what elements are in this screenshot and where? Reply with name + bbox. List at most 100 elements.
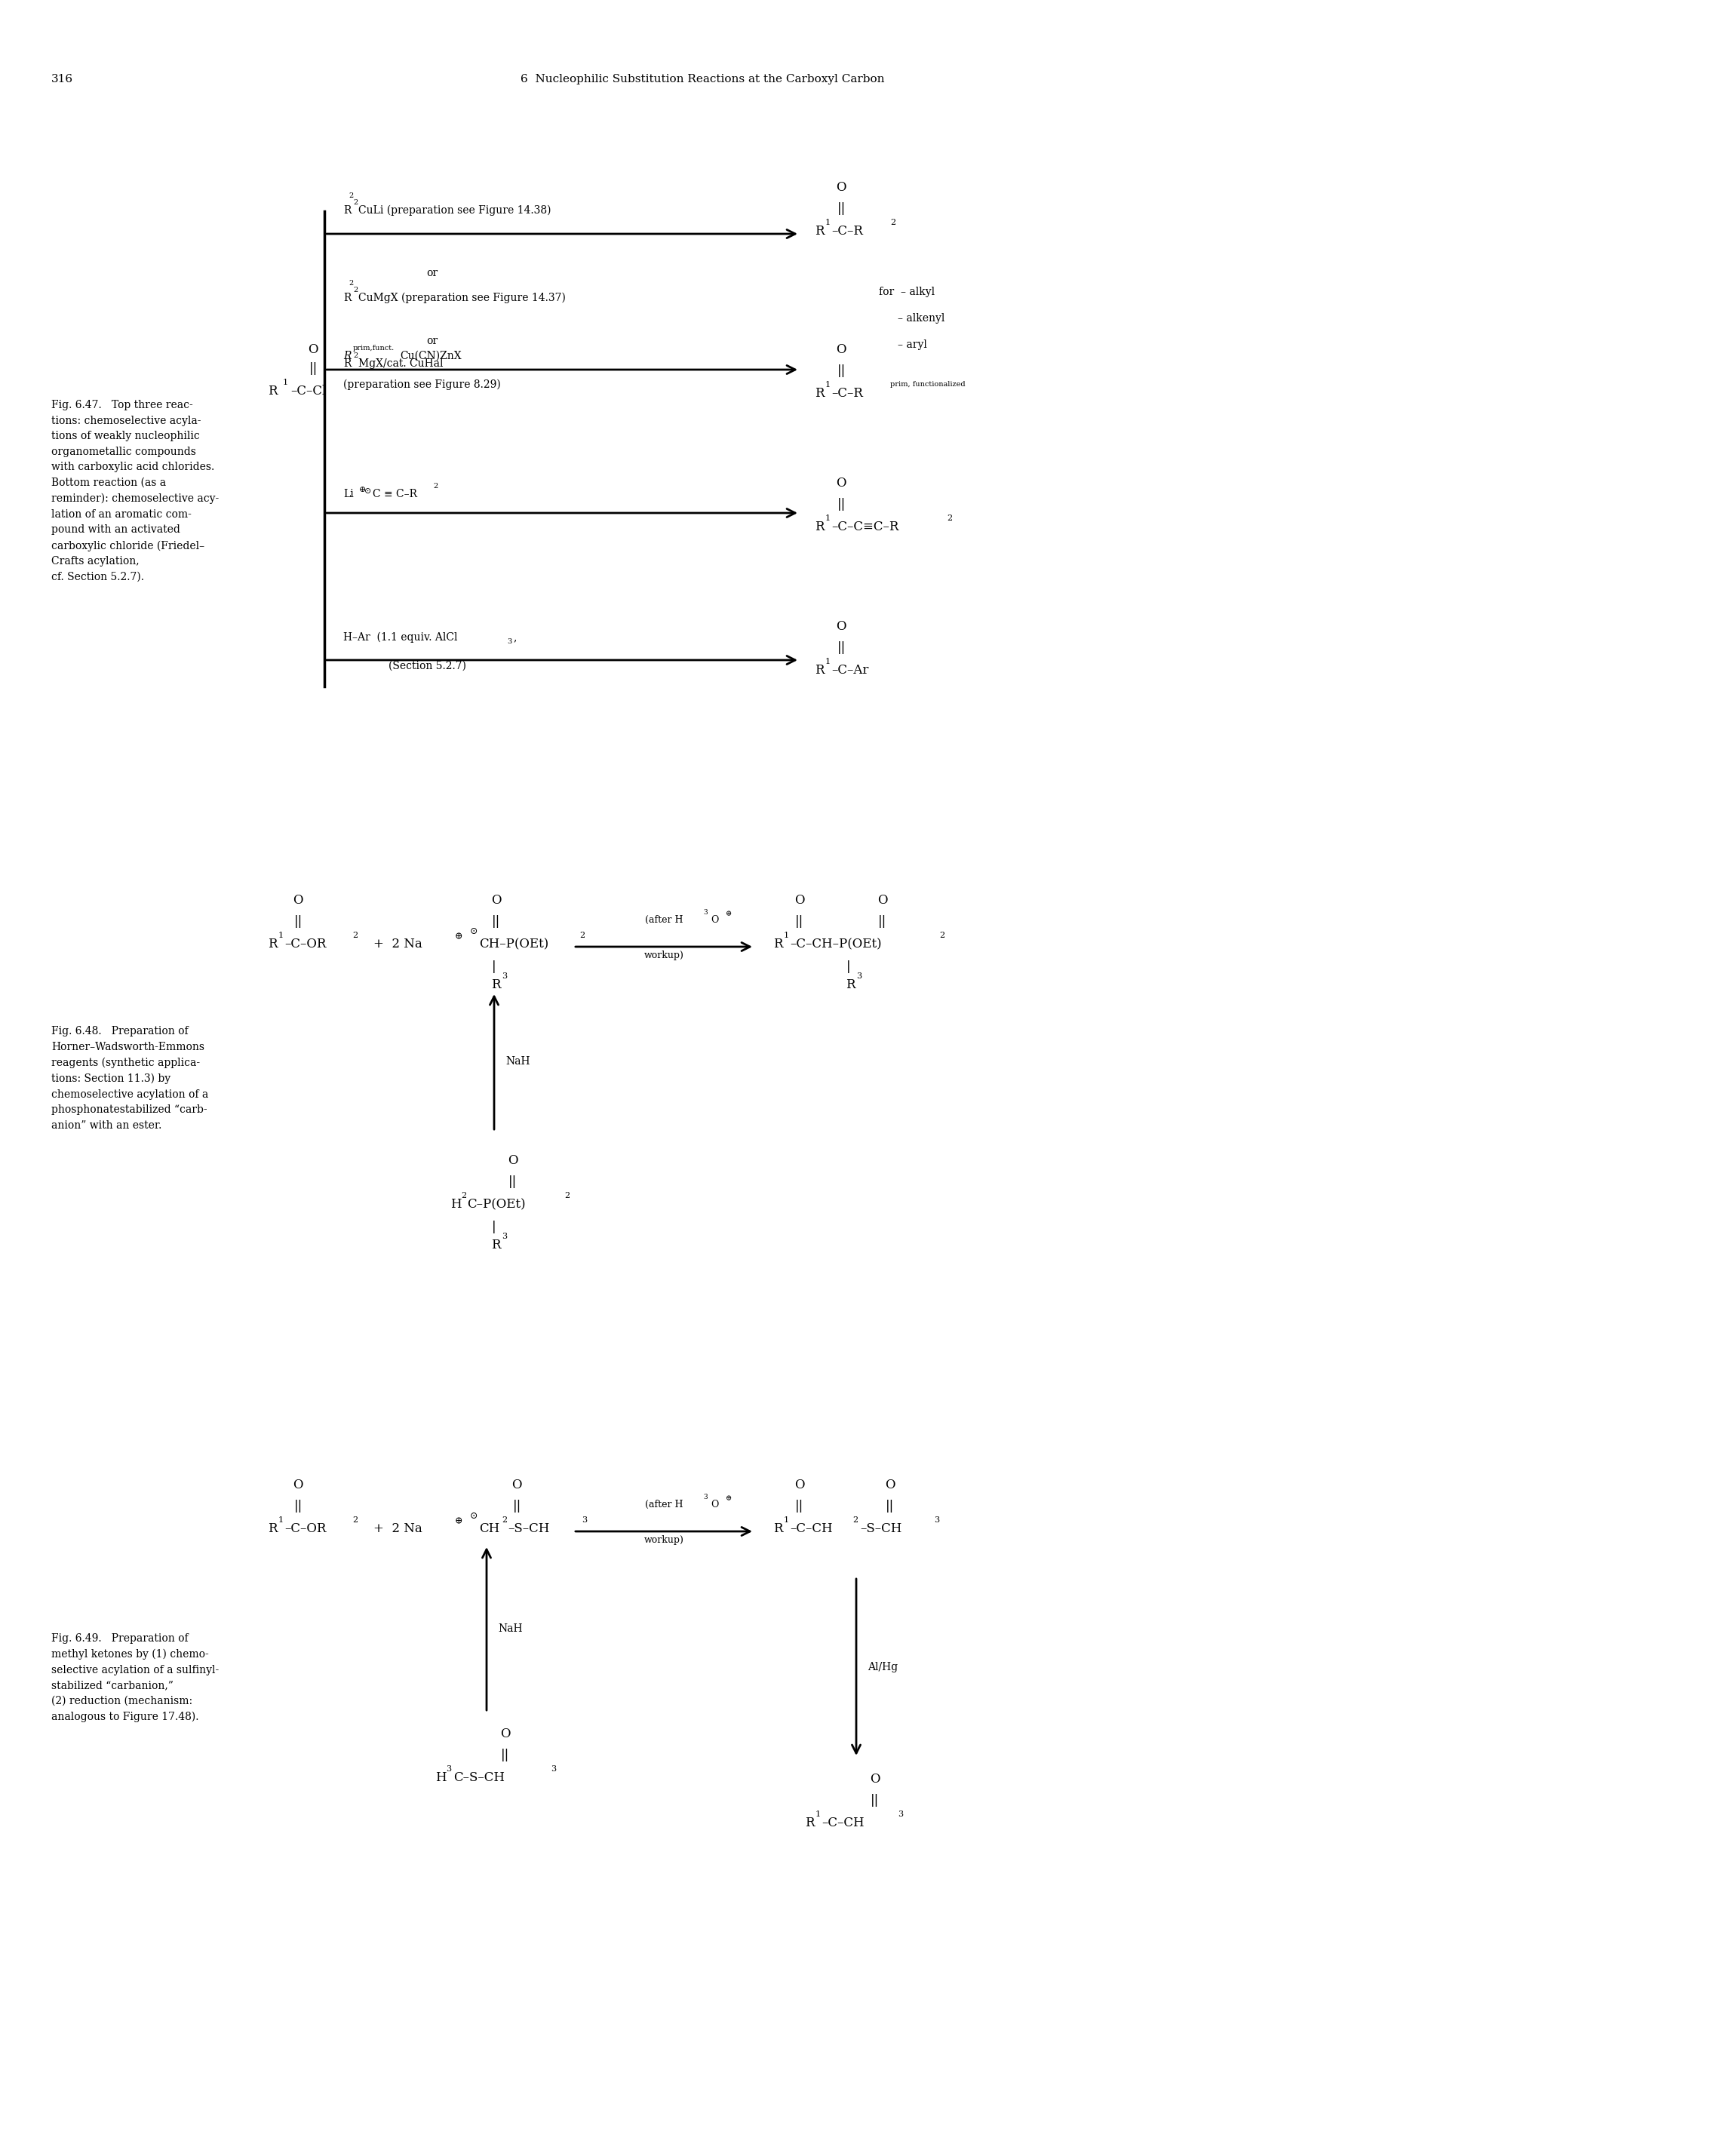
Text: H–Ar  (1.1 equiv. AlCl: H–Ar (1.1 equiv. AlCl [344, 632, 458, 642]
Text: CH: CH [480, 1522, 499, 1535]
Text: –C–CH–P(OEt): –C–CH–P(OEt) [789, 938, 882, 951]
Text: Li: Li [344, 489, 354, 500]
Text: –C–R: –C–R [831, 224, 863, 237]
Text: +  2 Na: + 2 Na [373, 938, 423, 951]
Text: 3: 3 [550, 1766, 556, 1772]
Text: ⊕: ⊕ [454, 1516, 463, 1526]
Text: 1: 1 [279, 931, 284, 940]
Text: |: | [492, 1220, 497, 1233]
Text: – alkenyl: – alkenyl [898, 313, 944, 323]
Text: R: R [344, 351, 351, 362]
Text: O: O [870, 1772, 881, 1785]
Text: O: O [836, 621, 846, 634]
Text: O: O [501, 1727, 511, 1740]
Text: 3: 3 [857, 972, 862, 981]
Text: 2: 2 [891, 218, 896, 226]
Text: 3: 3 [934, 1516, 939, 1524]
Text: workup): workup) [643, 1535, 685, 1546]
Text: 2: 2 [564, 1192, 569, 1199]
Text: NaH: NaH [497, 1623, 523, 1634]
Text: 1: 1 [784, 931, 789, 940]
Text: –C–OR: –C–OR [284, 938, 327, 951]
Text: for  – alkyl: for – alkyl [879, 287, 934, 298]
Text: ||: || [492, 914, 501, 927]
Text: C–P(OEt): C–P(OEt) [466, 1199, 526, 1212]
Text: ||: || [294, 1501, 303, 1514]
Text: ||: || [310, 362, 316, 375]
Text: Cu(CN)ZnX: Cu(CN)ZnX [399, 351, 461, 362]
Text: 2: 2 [853, 1516, 858, 1524]
Text: R: R [805, 1818, 814, 1828]
Text: H: H [435, 1772, 445, 1785]
Text: |: | [846, 959, 851, 972]
Text: 1: 1 [826, 515, 831, 522]
Text: O: O [886, 1479, 896, 1492]
Text: 1: 1 [826, 218, 831, 226]
Text: C–S–CH: C–S–CH [454, 1772, 504, 1785]
Text: (Section 5.2.7): (Section 5.2.7) [389, 662, 466, 671]
Text: R: R [815, 386, 824, 399]
Text: CuMgX (preparation see Figure 14.37): CuMgX (preparation see Figure 14.37) [358, 293, 566, 304]
Text: Fig. 6.49.   Preparation of
methyl ketones by (1) chemo-
selective acylation of : Fig. 6.49. Preparation of methyl ketones… [52, 1634, 218, 1723]
Text: Fig. 6.47.   Top three reac-
tions: chemoselective acyla-
tions of weakly nucleo: Fig. 6.47. Top three reac- tions: chemos… [52, 399, 218, 582]
Text: ||: || [795, 1501, 803, 1514]
Text: R: R [268, 384, 277, 397]
Text: O: O [836, 181, 846, 194]
Text: 316: 316 [52, 73, 74, 84]
Text: ⊙: ⊙ [470, 1511, 478, 1520]
Text: O: O [836, 476, 846, 489]
Text: R: R [492, 1240, 501, 1250]
Text: 6  Nucleophilic Substitution Reactions at the Carboxyl Carbon: 6 Nucleophilic Substitution Reactions at… [521, 73, 884, 84]
Text: 2: 2 [353, 198, 358, 207]
Text: –C–R: –C–R [831, 386, 863, 399]
Text: O: O [710, 914, 719, 925]
Text: R: R [815, 664, 824, 677]
Text: O: O [507, 1153, 518, 1166]
Text: 1: 1 [826, 382, 831, 388]
Text: 1: 1 [279, 1516, 284, 1524]
Text: (after H: (after H [645, 914, 683, 925]
Text: NaH: NaH [506, 1056, 530, 1067]
Text: ||: || [838, 364, 846, 377]
Text: ||: || [870, 1794, 879, 1807]
Text: –C–CH: –C–CH [822, 1818, 863, 1828]
Text: ⊕: ⊕ [454, 931, 463, 942]
Text: ||: || [838, 498, 846, 511]
Text: –C–Ar: –C–Ar [831, 664, 869, 677]
Text: Fig. 6.48.   Preparation of
Horner–Wadsworth-Emmons
reagents (synthetic applica-: Fig. 6.48. Preparation of Horner–Wadswor… [52, 1026, 208, 1130]
Text: 2: 2 [433, 483, 437, 489]
Text: 3: 3 [703, 1494, 707, 1501]
Text: ||: || [838, 203, 846, 216]
Text: 2: 2 [349, 280, 353, 287]
Text: R: R [774, 1522, 783, 1535]
Text: 2: 2 [349, 192, 353, 198]
Text: – aryl: – aryl [898, 338, 927, 349]
Text: 2: 2 [946, 515, 953, 522]
Text: –S–CH: –S–CH [507, 1522, 549, 1535]
Text: ||: || [838, 640, 846, 653]
Text: ||: || [509, 1175, 518, 1188]
Text: 2: 2 [461, 1192, 466, 1199]
Text: O: O [877, 895, 888, 908]
Text: 1: 1 [826, 658, 831, 666]
Text: –C–Cl: –C–Cl [291, 384, 327, 397]
Text: 2: 2 [353, 1516, 358, 1524]
Text: prim,funct.: prim,funct. [353, 345, 394, 351]
Text: MgX/cat. CuHal: MgX/cat. CuHal [358, 358, 444, 369]
Text: ⊙: ⊙ [365, 487, 372, 496]
Text: ⊕: ⊕ [726, 910, 731, 916]
Text: ⊕: ⊕ [726, 1494, 731, 1503]
Text: –C–C≡C–R: –C–C≡C–R [831, 520, 900, 533]
Text: prim, functionalized: prim, functionalized [891, 382, 965, 388]
Text: (preparation see Figure 8.29): (preparation see Figure 8.29) [344, 379, 501, 390]
Text: |: | [492, 959, 497, 972]
Text: –C–OR: –C–OR [284, 1522, 327, 1535]
Text: or: or [427, 336, 437, 347]
Text: (after H: (after H [645, 1501, 683, 1509]
Text: R: R [815, 520, 824, 533]
Text: Al/Hg: Al/Hg [867, 1662, 898, 1673]
Text: 3: 3 [502, 1233, 507, 1240]
Text: ||: || [886, 1501, 894, 1514]
Text: O: O [492, 895, 502, 908]
Text: 2: 2 [353, 931, 358, 940]
